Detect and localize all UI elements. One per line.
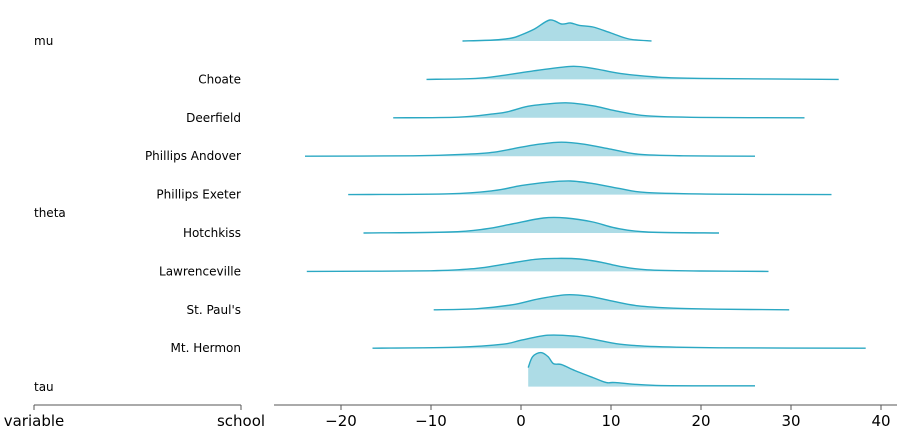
ridge-row: mu <box>34 19 652 48</box>
x-tick-label: 40 <box>871 412 890 430</box>
school-label: St. Paul's <box>187 303 242 317</box>
ridge-line <box>304 141 756 157</box>
ridge-row: Phillips Andover <box>145 141 756 163</box>
school-label: Phillips Exeter <box>156 188 241 202</box>
school-label: Hotchkiss <box>183 226 241 240</box>
ridge-row: tau <box>34 351 756 394</box>
ridge-line <box>393 102 805 119</box>
x-tick-label: −10 <box>415 412 447 430</box>
x-tick-label: −20 <box>325 412 357 430</box>
school-label: Mt. Hermon <box>171 341 241 355</box>
ridge-line <box>363 216 720 234</box>
x-tick-label: 0 <box>516 412 526 430</box>
x-tick-label: 10 <box>601 412 620 430</box>
ridge-fill <box>426 66 839 80</box>
school-label: Deerfield <box>186 111 241 125</box>
ridge-row: theta Phillips Exeter <box>34 180 832 220</box>
ridge-fill <box>372 334 866 349</box>
variable-label: theta <box>34 206 66 220</box>
ridge-line <box>348 180 832 196</box>
school-label: Choate <box>198 72 241 86</box>
variable-label: tau <box>34 380 54 394</box>
school-label: Lawrenceville <box>159 264 241 278</box>
ridge-line <box>426 65 839 81</box>
ridge-fill <box>305 142 755 157</box>
ridge-line <box>372 334 866 349</box>
ridge-row: Lawrenceville <box>159 257 769 278</box>
left-label-axis: variable school <box>4 404 265 430</box>
ridge-fill <box>306 258 769 272</box>
ridge-line <box>433 293 790 311</box>
ridge-line <box>462 19 652 42</box>
ridge-fill <box>393 102 805 118</box>
ridge-fill <box>462 19 652 41</box>
ridge-row: Mt. Hermon <box>171 334 866 355</box>
school-label: Phillips Andover <box>145 149 241 163</box>
ridge-row: Deerfield <box>186 102 805 125</box>
ridge-fill <box>528 352 755 387</box>
x-tick-label: 30 <box>781 412 800 430</box>
ridge-row: Choate <box>198 65 839 86</box>
ridge-fill <box>363 217 719 233</box>
variable-label: mu <box>34 34 53 48</box>
ridge-line <box>306 257 769 273</box>
ridge-row: Hotchkiss <box>183 216 720 240</box>
school-axis-label: school <box>217 412 265 430</box>
x-tick-label: 20 <box>691 412 710 430</box>
variable-axis-label: variable <box>4 412 65 430</box>
x-axis: −20 −10 0 10 20 30 40 <box>274 404 897 430</box>
ridge-fill <box>433 294 790 310</box>
ridge-row: St. Paul's <box>187 293 790 317</box>
ridge-fill <box>348 180 832 195</box>
ridge-line <box>527 351 756 387</box>
